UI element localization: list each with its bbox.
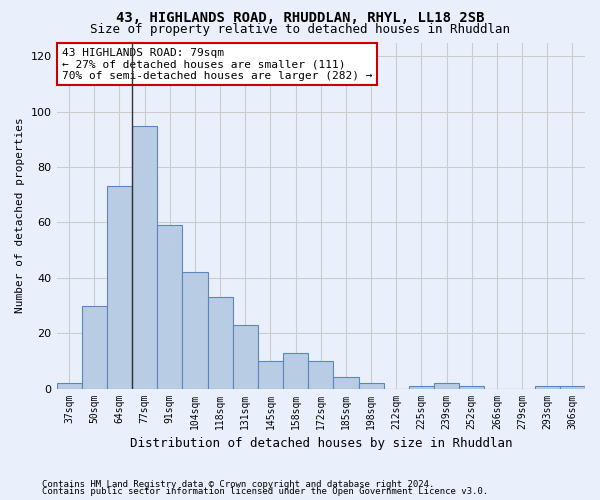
Text: Contains public sector information licensed under the Open Government Licence v3: Contains public sector information licen…	[42, 487, 488, 496]
Bar	[258, 361, 283, 388]
Bar	[107, 186, 132, 388]
Text: 43 HIGHLANDS ROAD: 79sqm
← 27% of detached houses are smaller (111)
70% of semi-: 43 HIGHLANDS ROAD: 79sqm ← 27% of detach…	[62, 48, 373, 81]
Bar	[208, 297, 233, 388]
Bar	[535, 386, 560, 388]
X-axis label: Distribution of detached houses by size in Rhuddlan: Distribution of detached houses by size …	[130, 437, 512, 450]
Bar	[459, 386, 484, 388]
Bar	[82, 306, 107, 388]
Bar	[308, 361, 334, 388]
Bar	[334, 378, 359, 388]
Bar	[56, 383, 82, 388]
Bar	[283, 352, 308, 388]
Bar	[182, 272, 208, 388]
Text: Size of property relative to detached houses in Rhuddlan: Size of property relative to detached ho…	[90, 22, 510, 36]
Bar	[560, 386, 585, 388]
Bar	[409, 386, 434, 388]
Y-axis label: Number of detached properties: Number of detached properties	[15, 118, 25, 314]
Text: 43, HIGHLANDS ROAD, RHUDDLAN, RHYL, LL18 2SB: 43, HIGHLANDS ROAD, RHUDDLAN, RHYL, LL18…	[116, 11, 484, 25]
Bar	[359, 383, 383, 388]
Bar	[434, 383, 459, 388]
Bar	[233, 325, 258, 388]
Bar	[132, 126, 157, 388]
Bar	[157, 225, 182, 388]
Text: Contains HM Land Registry data © Crown copyright and database right 2024.: Contains HM Land Registry data © Crown c…	[42, 480, 434, 489]
